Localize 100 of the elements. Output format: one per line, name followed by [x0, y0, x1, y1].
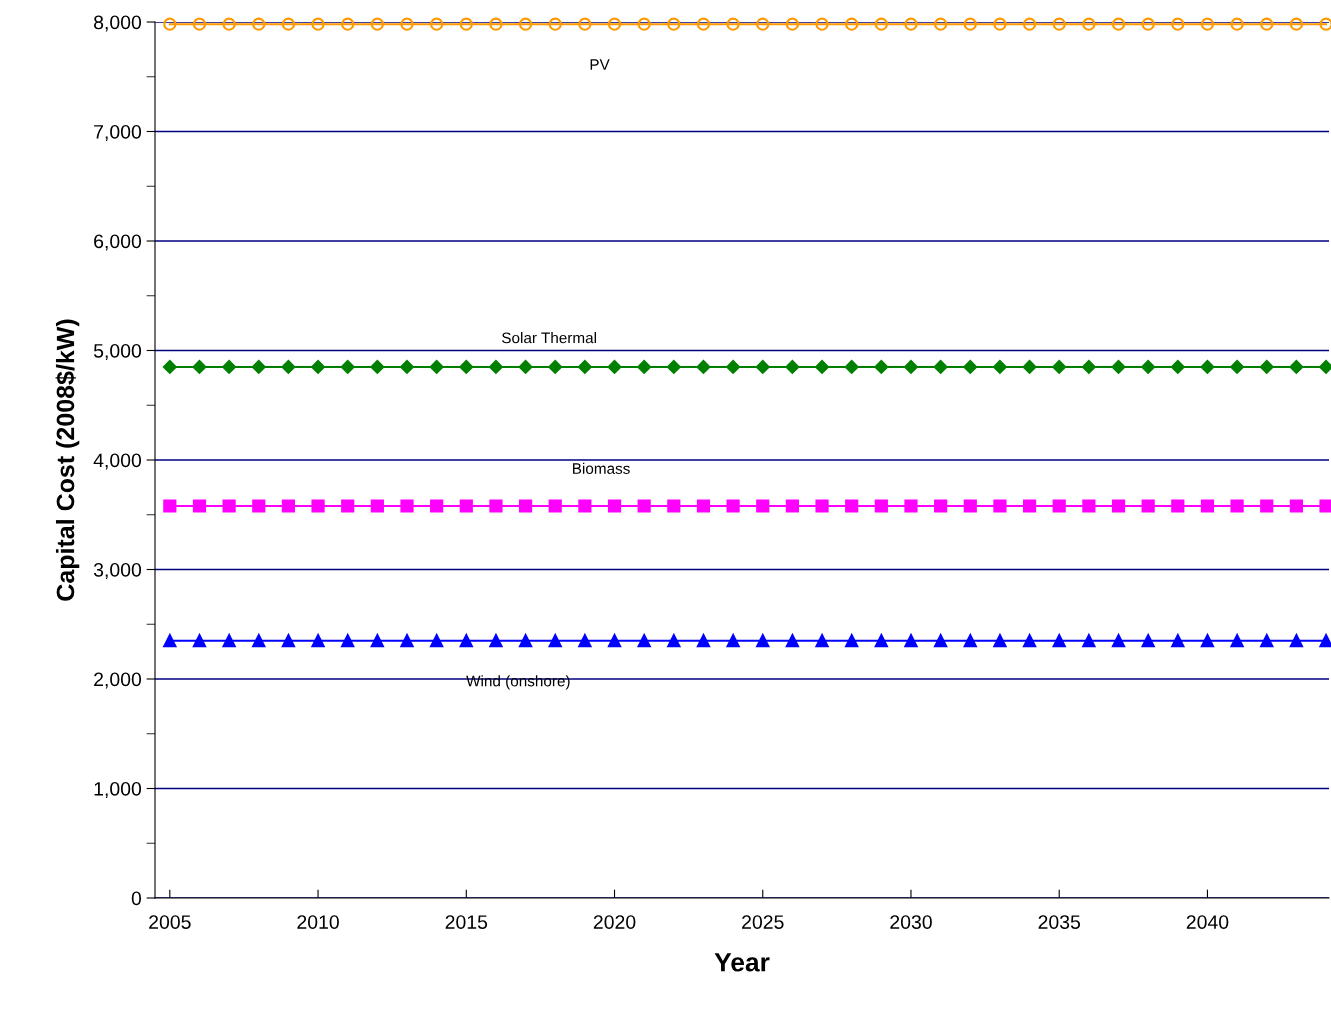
point: [341, 634, 355, 648]
point: [963, 359, 978, 374]
point: [281, 359, 296, 374]
point: [993, 17, 1007, 31]
point: [904, 359, 918, 374]
point: [756, 499, 770, 513]
point: [1082, 17, 1096, 31]
point: [192, 17, 207, 31]
point: [162, 359, 177, 374]
point: [785, 634, 799, 648]
y-tick-label: 2,000: [94, 672, 142, 689]
y-tick-label: 7,000: [94, 124, 142, 142]
point: [252, 634, 266, 648]
point: [1200, 499, 1215, 513]
point: [726, 499, 740, 513]
point: [1260, 499, 1274, 513]
point: [1200, 634, 1215, 648]
point: [1022, 499, 1037, 513]
point: [904, 499, 918, 513]
point: [281, 17, 296, 31]
point: [163, 634, 177, 648]
point: [1200, 359, 1215, 374]
point: [696, 17, 711, 31]
point: [430, 634, 444, 648]
point: [844, 359, 859, 374]
point: [281, 499, 296, 513]
point: [1111, 359, 1126, 374]
point: [785, 499, 799, 513]
point: [1259, 359, 1274, 374]
point: [815, 499, 829, 513]
y-tick-label: 3,000: [93, 562, 142, 580]
point: [578, 634, 592, 648]
point: [637, 17, 651, 31]
point: [489, 359, 503, 374]
point: [518, 499, 533, 513]
point: [904, 17, 918, 31]
point: [726, 17, 740, 31]
point: [1082, 499, 1096, 513]
y-axis-title: Capital Cost (2008$/kW): [55, 319, 80, 601]
point: [1022, 359, 1037, 374]
point: [845, 499, 859, 513]
point: [400, 17, 414, 31]
point: [756, 634, 770, 648]
point: [518, 634, 533, 648]
point: [1319, 17, 1331, 31]
point: [992, 359, 1007, 374]
point: [163, 499, 177, 513]
point: [607, 17, 622, 31]
point: [1260, 17, 1274, 31]
point: [1171, 634, 1185, 648]
point: [755, 359, 770, 374]
point: [726, 634, 740, 648]
y-tick-label: 4,000: [93, 453, 142, 470]
point: [251, 359, 266, 374]
point: [785, 17, 799, 31]
point: [934, 499, 948, 513]
point: [222, 17, 236, 31]
point: [667, 17, 681, 31]
point: [667, 499, 681, 513]
point: [341, 499, 355, 513]
point: [222, 634, 236, 648]
point: [341, 17, 355, 31]
point: [222, 359, 237, 374]
point: [459, 499, 473, 513]
point: [1141, 17, 1155, 31]
point: [1082, 634, 1096, 648]
point: [370, 634, 384, 648]
point: [1230, 634, 1244, 648]
point: [1052, 634, 1066, 648]
point: [607, 359, 622, 374]
point: [252, 499, 266, 513]
point: [370, 17, 384, 31]
x-tick-label: 2015: [445, 915, 488, 929]
point: [311, 499, 325, 513]
point: [963, 634, 977, 648]
point: [370, 499, 384, 513]
point: [874, 499, 888, 513]
point: [1052, 499, 1066, 513]
point: [933, 359, 948, 374]
point: [1170, 359, 1185, 374]
point: [637, 359, 652, 374]
y-tick-label: 0: [131, 891, 142, 906]
point: [1319, 634, 1331, 648]
point: [311, 17, 325, 31]
point: [1111, 499, 1126, 513]
point: [1230, 499, 1244, 513]
point: [518, 17, 533, 31]
point: [1141, 499, 1155, 513]
x-tick-label: 2005: [149, 915, 191, 929]
point: [311, 359, 325, 374]
point: [666, 359, 681, 374]
point: [192, 359, 207, 374]
point: [1171, 17, 1185, 31]
point: [963, 17, 977, 31]
point: [518, 359, 533, 374]
point: [429, 359, 444, 374]
point: [815, 359, 829, 374]
y-tick-label: 8,000: [94, 15, 142, 32]
point: [637, 499, 651, 513]
point: [430, 499, 444, 513]
